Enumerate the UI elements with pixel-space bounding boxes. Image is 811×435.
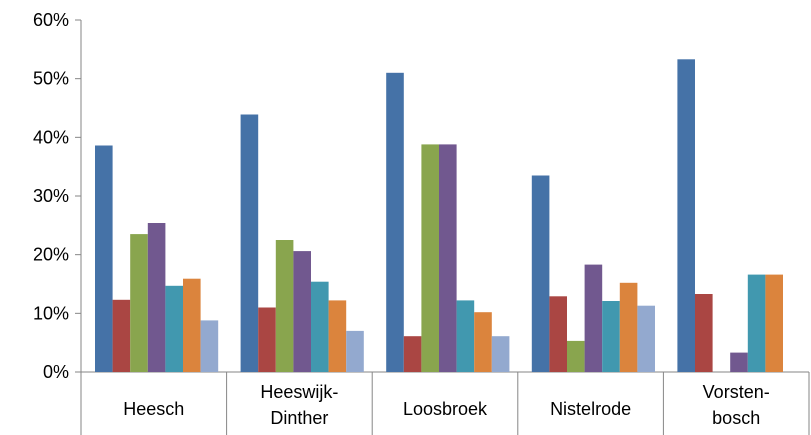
bar-series-6 — [765, 274, 783, 372]
category-label: bosch — [712, 408, 760, 428]
bar-series-4 — [147, 223, 166, 372]
bar-series-4 — [730, 352, 748, 372]
bar-series-3 — [421, 144, 439, 372]
bar-series-3 — [130, 234, 148, 372]
category-label: Nistelrode — [550, 399, 631, 419]
bar-series-4 — [293, 251, 311, 372]
bar-series-6 — [619, 282, 638, 372]
bar-series-3 — [567, 340, 585, 372]
bar-series-2 — [112, 299, 131, 372]
chart-bars — [95, 59, 783, 373]
bar-series-2 — [695, 294, 713, 372]
y-tick-label: 20% — [33, 245, 69, 265]
y-tick-label: 50% — [33, 69, 69, 89]
bar-series-5 — [747, 274, 766, 372]
bar-series-5 — [311, 281, 329, 372]
chart-labels: 0% 10% 20% 30% 40% 50% 60% Heesch Heeswijk- Dinth… — [33, 10, 770, 428]
bar-series-3 — [275, 240, 294, 372]
bar-series-1 — [677, 59, 695, 373]
bar-series-1 — [240, 114, 259, 372]
y-tick-label: 0% — [43, 362, 69, 382]
category-label: Loosbroek — [403, 399, 488, 419]
category-label: Heeswijk- — [260, 382, 338, 402]
category-label: Heesch — [123, 399, 184, 419]
bar-series-5 — [165, 285, 183, 372]
bar-series-7 — [346, 330, 364, 372]
bar-series-7 — [200, 320, 219, 372]
y-tick-label: 10% — [33, 303, 69, 323]
bar-series-4 — [439, 144, 457, 372]
category-label: Dinther — [270, 408, 328, 428]
bar-series-1 — [386, 72, 404, 373]
bar-series-4 — [584, 264, 603, 372]
bar-series-6 — [183, 278, 201, 372]
y-tick-label: 60% — [33, 10, 69, 30]
bar-series-7 — [491, 336, 510, 372]
bar-series-2 — [403, 336, 422, 372]
bar-series-5 — [456, 300, 475, 372]
bar-series-5 — [602, 301, 620, 372]
category-label: Vorsten- — [703, 382, 770, 402]
bar-series-7 — [637, 305, 655, 372]
bar-series-1 — [531, 175, 550, 372]
bar-series-6 — [328, 300, 347, 372]
bar-series-2 — [258, 307, 276, 372]
y-tick-label: 40% — [33, 127, 69, 147]
y-tick-label: 30% — [33, 186, 69, 206]
bar-series-2 — [549, 296, 567, 372]
bar-series-1 — [95, 145, 113, 372]
bar-series-6 — [474, 312, 492, 372]
